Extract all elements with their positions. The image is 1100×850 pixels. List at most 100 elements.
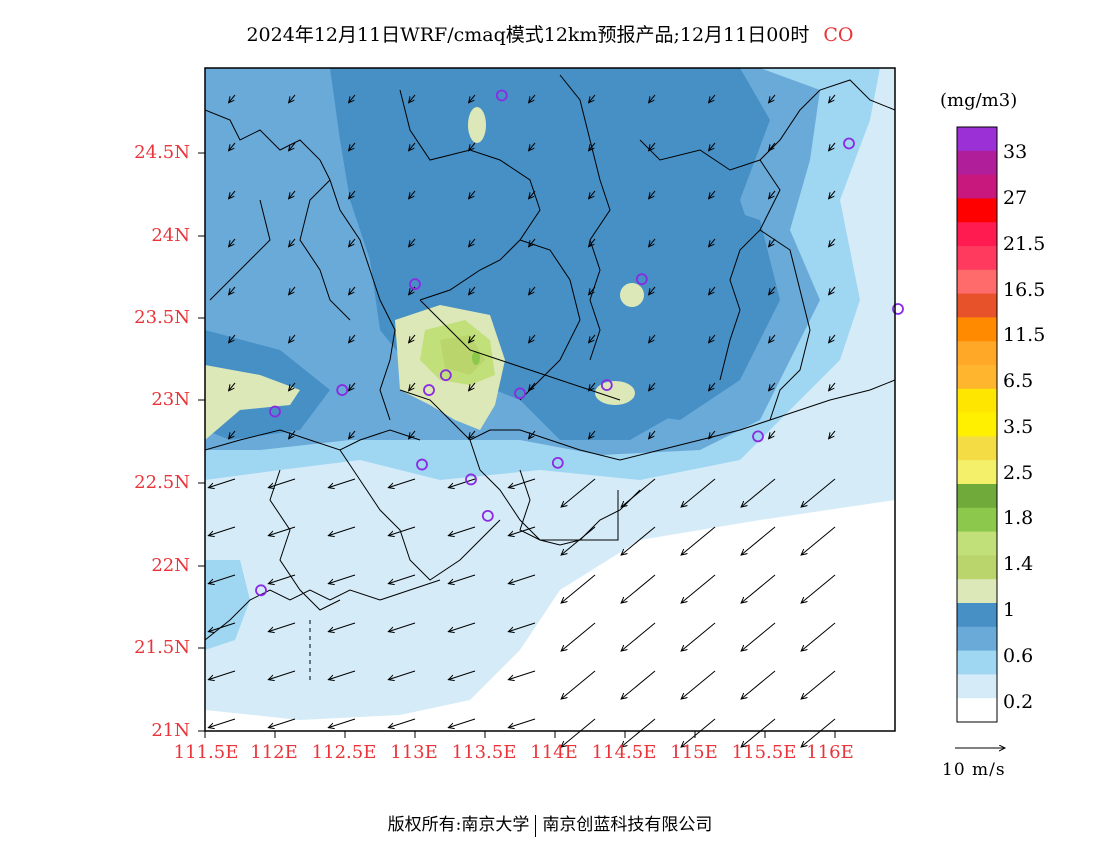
wind-arrow bbox=[681, 478, 716, 507]
station-marker bbox=[752, 430, 764, 443]
wind-arrow bbox=[349, 382, 356, 391]
lat-label-23: 23N bbox=[151, 389, 190, 410]
wind-arrow bbox=[388, 670, 416, 680]
wind-arrow bbox=[829, 430, 836, 439]
wind-arrow bbox=[709, 382, 716, 391]
wind-arrow bbox=[349, 238, 356, 247]
colorbar-swatch bbox=[957, 293, 997, 318]
colorbar-swatch bbox=[957, 626, 997, 652]
cb-label-27: 27 bbox=[1003, 187, 1028, 209]
wind-arrow bbox=[529, 334, 536, 343]
lat-label-24: 24N bbox=[151, 225, 190, 246]
wind-arrow bbox=[769, 430, 776, 439]
colorbar-swatch bbox=[957, 579, 997, 604]
wind-arrow bbox=[469, 430, 476, 439]
wind-arrow bbox=[741, 478, 776, 507]
wind-arrow bbox=[268, 622, 296, 632]
wind-arrow bbox=[529, 382, 536, 391]
wind-arrow bbox=[229, 382, 236, 391]
wind-arrow bbox=[448, 574, 476, 584]
colorbar-swatch bbox=[957, 127, 997, 152]
wind-arrow bbox=[829, 190, 836, 199]
wind-arrow bbox=[349, 286, 356, 295]
wind-arrow bbox=[328, 670, 356, 680]
wind-arrow bbox=[621, 574, 656, 603]
wind-arrow bbox=[328, 622, 356, 632]
footer-partner: 南京创蓝科技有限公司 bbox=[542, 815, 713, 835]
station-marker bbox=[495, 89, 508, 102]
band-1-6 bbox=[440, 335, 485, 375]
cb-label-0-6: 0.6 bbox=[1003, 645, 1034, 667]
colorbar-swatch bbox=[957, 341, 997, 366]
wind-arrow bbox=[529, 94, 536, 103]
wind-arrow bbox=[589, 382, 596, 391]
wind-arrow bbox=[621, 718, 656, 747]
lon-label-114-5: 114.5E bbox=[591, 742, 657, 763]
colorbar-swatch bbox=[957, 150, 997, 176]
wind-arrow bbox=[649, 94, 656, 103]
wind-arrow bbox=[769, 238, 776, 247]
lat-label-24-5: 24.5N bbox=[134, 142, 190, 163]
wind-arrow bbox=[469, 190, 476, 199]
wind-arrow bbox=[229, 142, 236, 151]
wind-arrow bbox=[561, 478, 596, 507]
wind-arrow bbox=[529, 286, 536, 295]
wind-arrow bbox=[388, 574, 416, 584]
wind-arrow bbox=[801, 622, 836, 651]
wind-arrow bbox=[328, 478, 356, 488]
band-0-6-left bbox=[205, 560, 250, 650]
wind-arrow bbox=[741, 670, 776, 699]
wind-arrow bbox=[349, 94, 356, 103]
wind-arrow bbox=[388, 718, 416, 728]
station-marker bbox=[465, 473, 477, 486]
boundaries bbox=[205, 74, 895, 680]
wind-arrow bbox=[709, 142, 716, 151]
wind-arrow bbox=[561, 574, 596, 603]
wind-arrow bbox=[829, 142, 836, 151]
wind-arrow bbox=[469, 142, 476, 151]
wind-arrow bbox=[229, 190, 236, 199]
cb-label-1-4: 1.4 bbox=[1003, 553, 1034, 575]
wind-arrow bbox=[208, 622, 236, 632]
wind-arrow bbox=[649, 286, 656, 295]
band-1-2-west bbox=[205, 365, 300, 440]
band-1-8 bbox=[472, 351, 480, 365]
wind-arrow bbox=[268, 718, 296, 728]
wind-arrow bbox=[561, 718, 596, 747]
lon-label-112: 112E bbox=[250, 742, 298, 763]
wind-vectors bbox=[208, 94, 836, 747]
wind-arrow bbox=[469, 238, 476, 247]
monitoring-stations bbox=[255, 89, 904, 597]
band-1-2-small bbox=[620, 283, 644, 307]
wind-arrow bbox=[709, 190, 716, 199]
wind-arrow bbox=[208, 574, 236, 584]
wind-arrow bbox=[469, 94, 476, 103]
colorbar bbox=[956, 126, 998, 723]
species-label: CO bbox=[823, 24, 854, 46]
wind-arrow bbox=[448, 478, 476, 488]
wind-arrow bbox=[229, 334, 236, 343]
wind-arrow bbox=[529, 238, 536, 247]
cb-label-11-5: 11.5 bbox=[1003, 324, 1046, 346]
wind-arrow bbox=[709, 238, 716, 247]
wind-arrow bbox=[741, 622, 776, 651]
wind-arrow bbox=[649, 334, 656, 343]
cb-label-6-5: 6.5 bbox=[1003, 370, 1034, 392]
wind-arrow bbox=[508, 478, 536, 488]
wind-arrow bbox=[589, 286, 596, 295]
wind-arrow bbox=[649, 430, 656, 439]
wind-arrow bbox=[769, 382, 776, 391]
wind-arrow bbox=[289, 286, 296, 295]
lon-label-111-5: 111.5E bbox=[173, 742, 239, 763]
wind-arrow bbox=[349, 190, 356, 199]
lat-label-22-5: 22.5N bbox=[134, 472, 190, 493]
wind-arrow bbox=[289, 430, 296, 439]
lat-label-23-5: 23.5N bbox=[134, 307, 190, 328]
wind-arrow bbox=[208, 718, 236, 728]
wind-arrow bbox=[829, 286, 836, 295]
wind-arrow bbox=[268, 670, 296, 680]
colorbar-swatch bbox=[957, 460, 997, 485]
cb-label-16-5: 16.5 bbox=[1003, 279, 1046, 301]
wind-arrow bbox=[508, 526, 536, 536]
wind-arrow bbox=[801, 478, 836, 507]
